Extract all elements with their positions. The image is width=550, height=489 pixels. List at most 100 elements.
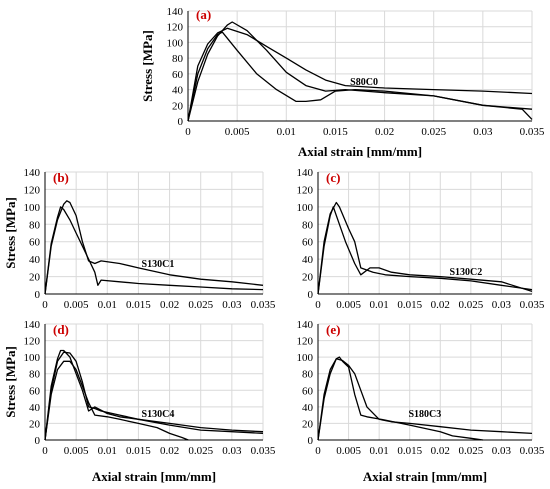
y-tick-label: 60 [29,385,41,397]
x-tick-label: 0.01 [370,445,389,457]
x-tick-label: 0.005 [64,445,89,457]
y-tick-label: 100 [24,202,41,214]
x-axis-label: Axial strain [mm/mm] [92,469,216,484]
y-tick-label: 100 [297,352,314,364]
specimen-annotation: S130C4 [142,409,175,420]
y-tick-label: 80 [302,219,314,231]
x-tick-label: 0.005 [225,126,250,138]
stress-strain-curve-1 [317,206,533,295]
x-tick-label: 0.03 [222,299,242,311]
panel-label: (c) [326,170,340,185]
specimen-annotation: S130C1 [142,259,175,270]
chart-panel-3: 0 20 40 60 80 100 120 140 0 0.005 0.01 0.015 0.02 0.0… [297,167,545,311]
y-tick-label: 80 [302,369,314,381]
y-tick-label: 120 [297,336,314,348]
chart-panel-1: 0 20 40 60 80 100 120 140 0 0.005 0.01 0.015 0.02 0.0… [140,6,545,159]
x-tick-label: 0 [315,299,321,311]
stress-strain-curve-1 [44,200,264,295]
x-tick-label: 0.035 [520,299,545,311]
y-tick-label: 40 [302,402,314,414]
stress-strain-curve-2 [44,206,264,295]
specimen-annotation: S130C2 [449,267,482,278]
x-tick-label: 0.005 [64,299,89,311]
stress-strain-curve-2 [317,201,533,295]
y-tick-label: 120 [167,22,184,34]
x-tick-label: 0.01 [370,299,389,311]
x-tick-label: 0.015 [323,126,348,138]
y-tick-label: 100 [167,37,184,49]
y-tick-label: 120 [297,184,314,196]
chart-panel-5: 0 20 40 60 80 100 120 140 0 0.005 0.01 0.015 0.02 0.0… [297,319,545,484]
x-tick-label: 0.035 [251,445,276,457]
y-tick-label: 0 [308,435,314,447]
y-tick-label: 140 [24,319,41,331]
stress-strain-curve-2 [187,31,533,122]
x-axis-label: Axial strain [mm/mm] [363,469,487,484]
x-tick-label: 0 [42,445,48,457]
panel-label: (a) [196,7,211,22]
x-tick-label: 0.015 [126,445,151,457]
y-tick-label: 100 [24,352,41,364]
y-axis-label: Stress [MPa] [3,197,18,269]
y-tick-label: 140 [297,167,314,179]
x-tick-label: 0.035 [520,445,545,457]
x-tick-label: 0.025 [458,445,483,457]
stress-strain-curve-3 [44,360,189,441]
y-tick-label: 40 [29,402,41,414]
x-tick-label: 0.02 [160,299,179,311]
y-tick-label: 120 [24,184,41,196]
y-tick-label: 60 [172,69,184,81]
x-tick-label: 0.02 [160,445,179,457]
y-tick-label: 20 [29,272,41,284]
x-tick-label: 0.02 [431,299,450,311]
x-tick-label: 0.015 [126,299,151,311]
y-tick-label: 20 [29,418,41,430]
x-tick-label: 0.03 [473,126,493,138]
x-tick-label: 0 [42,299,48,311]
y-tick-label: 80 [172,53,184,65]
y-tick-label: 100 [297,202,314,214]
y-tick-label: 40 [29,254,41,266]
y-tick-label: 0 [35,435,41,447]
y-tick-label: 0 [308,289,314,301]
y-tick-label: 60 [302,237,314,249]
x-tick-label: 0.025 [188,445,213,457]
x-tick-label: 0.01 [98,445,117,457]
y-tick-label: 140 [24,167,41,179]
x-tick-label: 0.025 [421,126,446,138]
stress-strain-curve-3 [187,27,533,122]
y-axis-label: Stress [MPa] [140,30,155,102]
x-tick-label: 0.035 [520,126,545,138]
y-tick-label: 0 [178,116,184,128]
y-tick-label: 80 [29,369,41,381]
y-tick-label: 140 [167,6,184,18]
y-tick-label: 20 [302,272,314,284]
y-tick-label: 40 [302,254,314,266]
x-tick-label: 0.005 [336,299,361,311]
stress-strain-curve-2 [317,356,484,441]
y-tick-label: 40 [172,85,184,97]
x-tick-label: 0.02 [375,126,394,138]
y-tick-label: 0 [35,289,41,301]
chart-panel-2: 0 20 40 60 80 100 120 140 0 0.005 0.01 0.015 0.02 0.0… [3,167,276,311]
x-tick-label: 0.025 [188,299,213,311]
panel-label: (e) [326,322,340,337]
x-tick-label: 0.01 [98,299,117,311]
panel-label: (d) [53,322,69,337]
x-tick-label: 0 [185,126,191,138]
y-tick-label: 140 [297,319,314,331]
panel-label: (b) [53,170,69,185]
x-tick-label: 0.03 [492,445,512,457]
chart-panel-4: 0 20 40 60 80 100 120 140 0 0.005 0.01 0.015 0.02 0.0… [3,319,276,484]
stress-strain-curve-1 [317,358,533,441]
stress-strain-curve-1 [187,21,533,122]
y-axis-label: Stress [MPa] [3,346,18,418]
y-tick-label: 120 [24,336,41,348]
x-tick-label: 0.03 [222,445,242,457]
x-tick-label: 0.015 [397,445,422,457]
x-tick-label: 0.035 [251,299,276,311]
x-tick-label: 0.015 [397,299,422,311]
specimen-annotation: S180C3 [408,409,441,420]
x-tick-label: 0.02 [431,445,450,457]
